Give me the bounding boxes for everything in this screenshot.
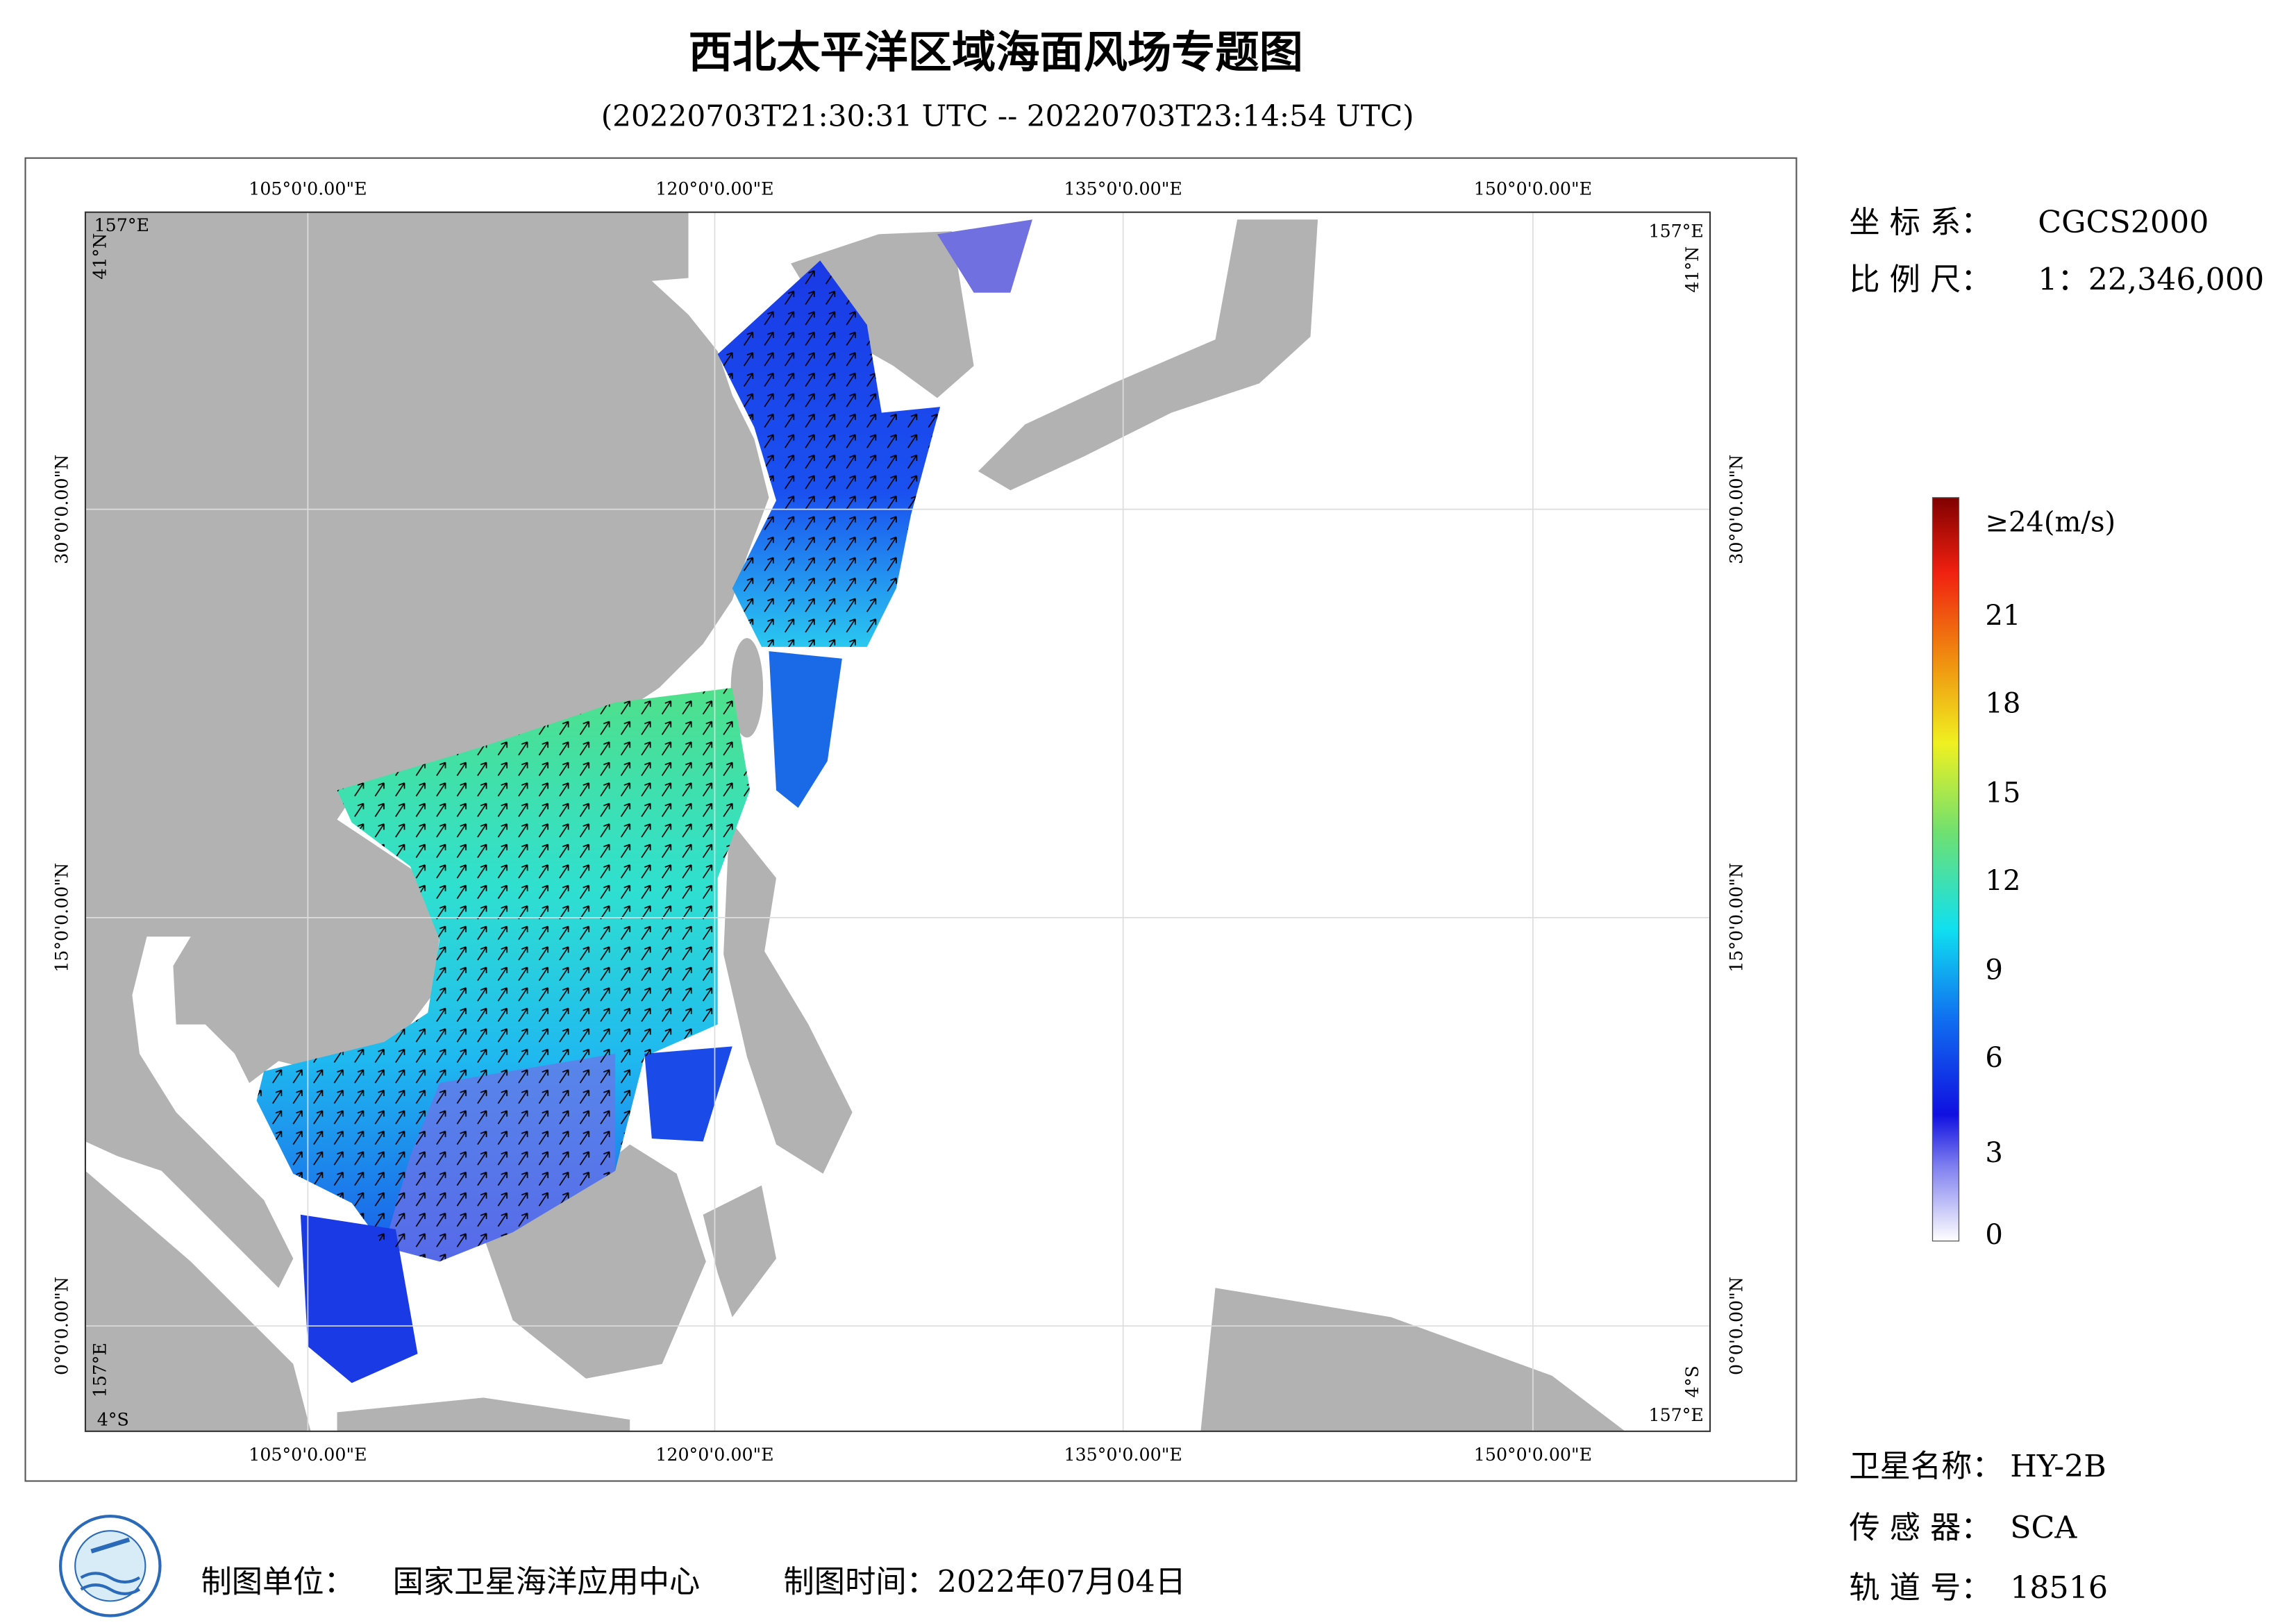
- lat-label: 15°0'0.00"N: [1726, 863, 1746, 973]
- orbit-label: 轨 道 号：: [1849, 1570, 1991, 1606]
- corner-lat: 41°N: [1682, 246, 1702, 293]
- lon-label: 150°0'0.00"E: [1474, 178, 1592, 199]
- footer: 制图单位： 国家卫星海洋应用中心 制图时间：2022年07月04日: [201, 1565, 1186, 1600]
- lon-label: 120°0'0.00"E: [655, 1445, 773, 1465]
- wind-field: [256, 219, 1032, 1384]
- corner-lon: 157°E: [1649, 221, 1704, 242]
- lon-label: 120°0'0.00"E: [655, 178, 773, 199]
- map-frame: [24, 157, 1798, 1482]
- map: [84, 211, 1711, 1432]
- corner-lat: 4°S: [1682, 1365, 1702, 1397]
- lon-label: 105°0'0.00"E: [249, 178, 367, 199]
- unit: 国家卫星海洋应用中心: [393, 1565, 701, 1600]
- info: 坐 标 系： CGCS2000 比 例 尺： 1：22,346,000 卫星名称…: [1849, 205, 2264, 1606]
- corner-lon: 157°E: [90, 1343, 110, 1397]
- graticule-labels: 157°E 157°E 157°E 41°N 41°N 157°E 4°S 4°…: [52, 178, 1747, 1465]
- subtitle: (20220703T21:30:31 UTC -- 20220703T23:14…: [601, 99, 1414, 133]
- legend-label: 21: [1985, 600, 2020, 632]
- lon-label: 150°0'0.00"E: [1474, 1445, 1592, 1465]
- map-border: [84, 211, 1711, 1432]
- sensor: SCA: [2010, 1511, 2077, 1546]
- lat-label: 0°0'0.00"N: [52, 1277, 72, 1375]
- legend: ≥24(m/s) 21 18 15 12 9 6 3 0: [1932, 497, 2115, 1251]
- orbit: 18516: [2010, 1570, 2108, 1606]
- corner-lon: 157°E: [94, 215, 149, 235]
- lon-label: 105°0'0.00"E: [249, 1445, 367, 1465]
- lat-label: 0°0'0.00"N: [1726, 1277, 1746, 1375]
- lat-label: 30°0'0.00"N: [52, 455, 72, 564]
- sensor-label: 传 感 器：: [1849, 1511, 1991, 1546]
- legend-labels: ≥24(m/s) 21 18 15 12 9 6 3 0: [1985, 506, 2115, 1251]
- graticule: [85, 212, 1711, 1431]
- unit-label: 制图单位：: [201, 1565, 354, 1600]
- title: 西北太平洋区域海面风场专题图: [689, 26, 1303, 78]
- scale-label: 比 例 尺：: [1849, 262, 1991, 297]
- legend-label: 18: [1985, 688, 2020, 720]
- legend-label: 12: [1985, 865, 2020, 897]
- lat-label: 15°0'0.00"N: [52, 863, 72, 973]
- legend-label: ≥24(m/s): [1985, 506, 2115, 538]
- coord: CGCS2000: [2038, 205, 2209, 240]
- colorbar: [1932, 497, 1960, 1242]
- lon-label: 135°0'0.00"E: [1064, 178, 1182, 199]
- land: [85, 212, 1625, 1431]
- corner-lat: 41°N: [90, 233, 110, 280]
- legend-label: 3: [1985, 1137, 2002, 1169]
- scale: 1：22,346,000: [2038, 262, 2264, 297]
- corner-lat: 4°S: [97, 1409, 129, 1429]
- legend-label: 15: [1985, 777, 2020, 809]
- lat-label: 30°0'0.00"N: [1726, 455, 1746, 564]
- coord-label: 坐 标 系：: [1849, 205, 1991, 240]
- logo: [58, 1514, 162, 1617]
- corner-lon: 157°E: [1649, 1405, 1704, 1425]
- lon-label: 135°0'0.00"E: [1064, 1445, 1182, 1465]
- legend-label: 9: [1985, 954, 2002, 986]
- satellite-label: 卫星名称：: [1849, 1449, 2002, 1484]
- satellite: HY-2B: [2010, 1449, 2106, 1484]
- legend-label: 6: [1985, 1042, 2002, 1074]
- legend-label: 0: [1985, 1219, 2002, 1251]
- time: 制图时间：2022年07月04日: [784, 1565, 1186, 1600]
